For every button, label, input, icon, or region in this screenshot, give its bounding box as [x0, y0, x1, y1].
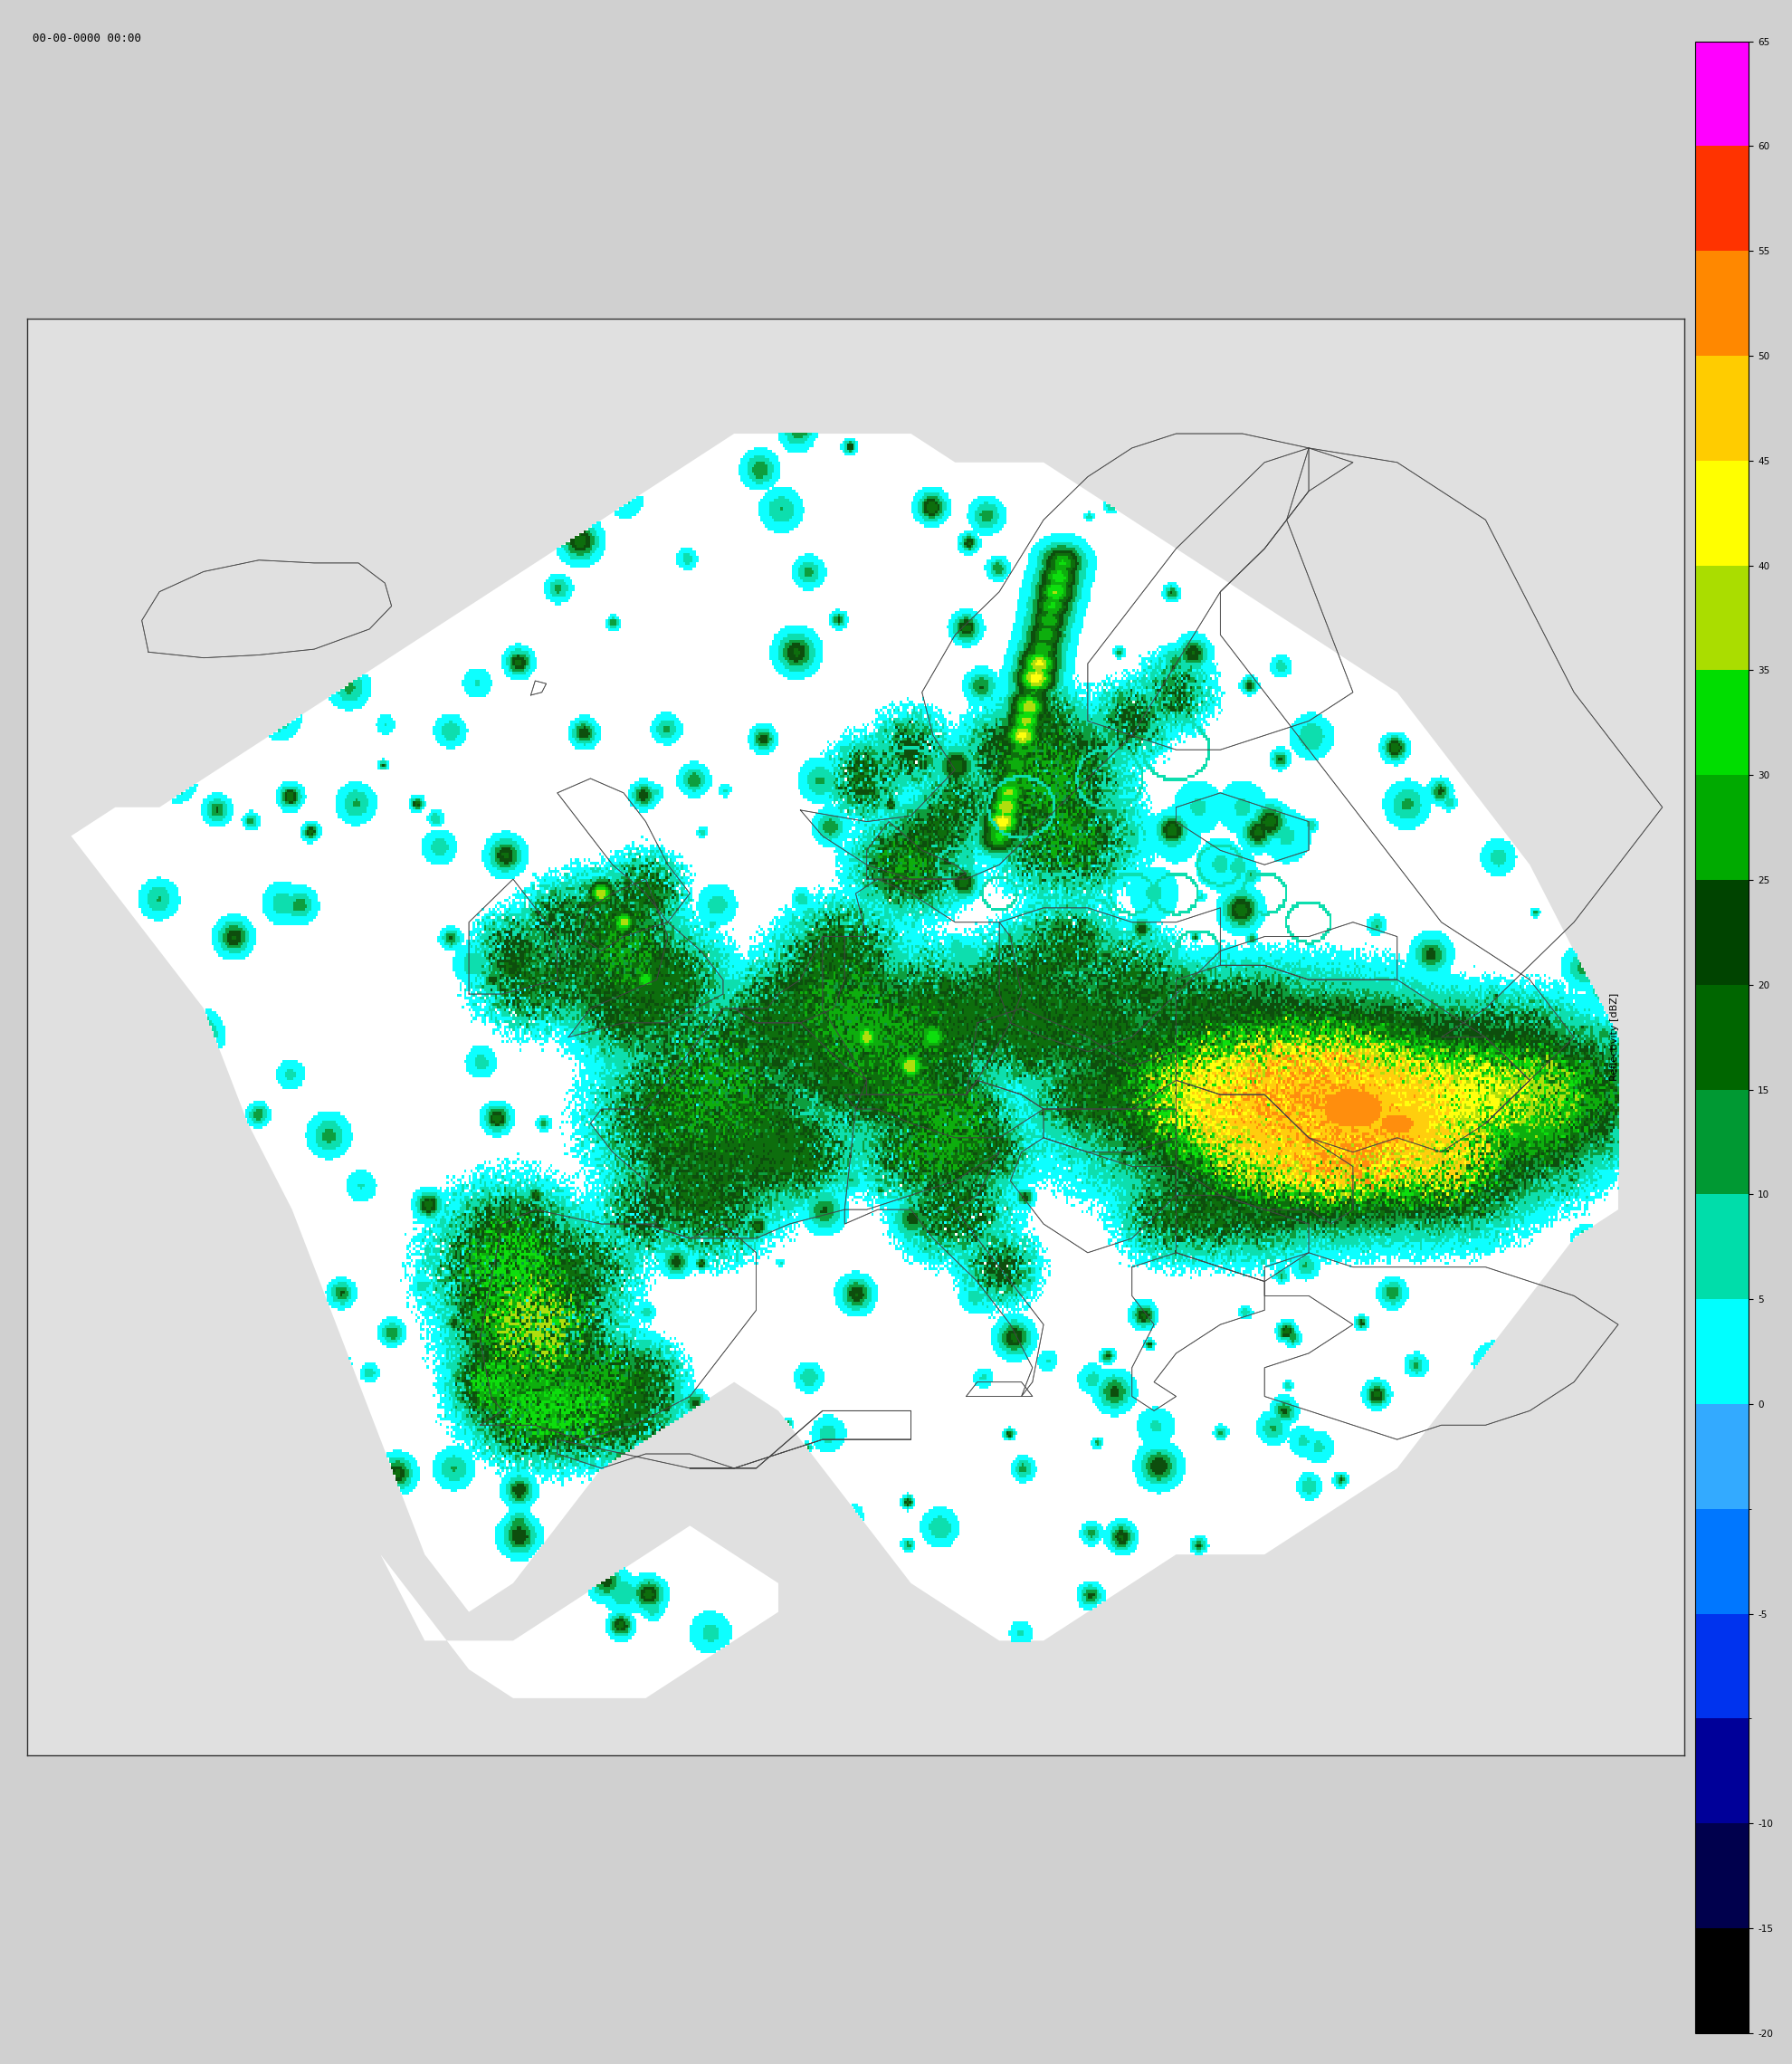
Polygon shape	[72, 433, 1618, 1641]
Polygon shape	[380, 1525, 778, 1699]
Text: 00-00-0000 00:00: 00-00-0000 00:00	[32, 33, 142, 45]
Text: Reflectivity [dBZ]: Reflectivity [dBZ]	[1609, 993, 1620, 1082]
